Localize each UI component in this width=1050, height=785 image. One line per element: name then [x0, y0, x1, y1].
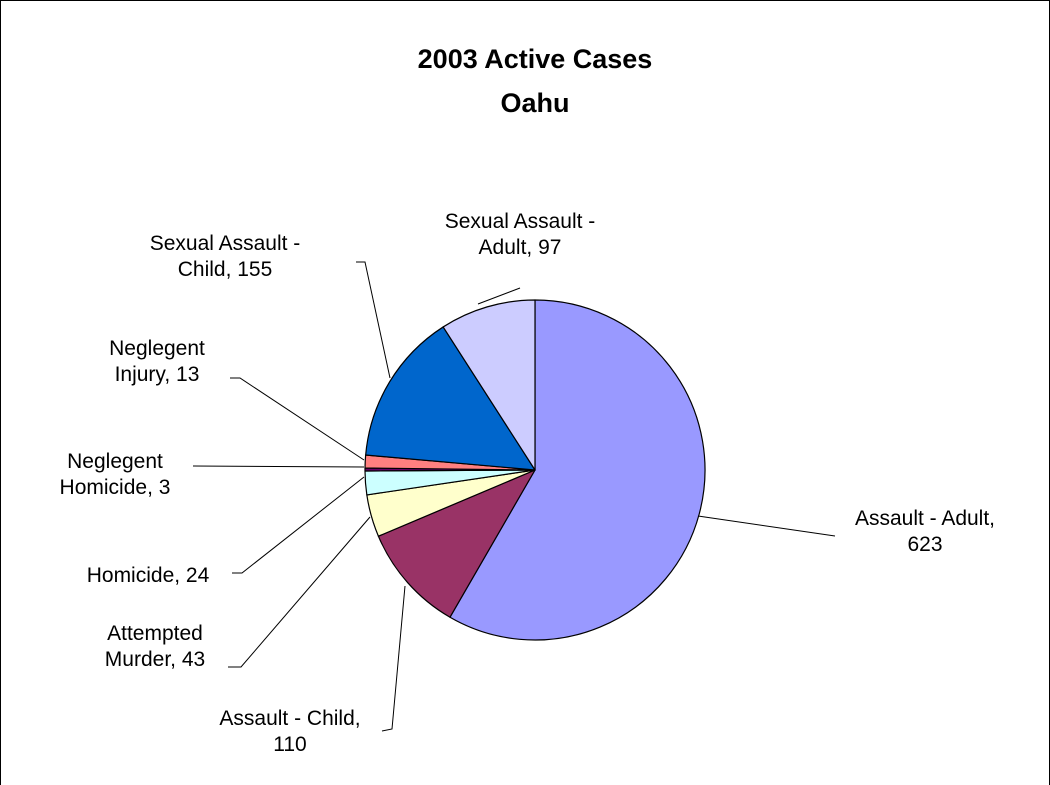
leader-lines	[192, 261, 836, 732]
slice-label-assault-adult: Assault - Adult, 623	[855, 507, 995, 556]
slice-label-line: Adult, 97	[479, 236, 562, 259]
slice-label-sexual-assault-child: Sexual Assault - Child, 155	[150, 232, 301, 281]
slice-label-attempted-murder: Attempted Murder, 43	[105, 622, 205, 671]
slice-label-neglegent-injury: Neglegent Injury, 13	[109, 337, 205, 386]
chart-title-line-2: Oahu	[500, 88, 569, 118]
leader-line-assault-child	[381, 585, 406, 732]
chart-title-line-1: 2003 Active Cases	[418, 44, 653, 74]
slice-label-homicide: Homicide, 24	[87, 564, 210, 587]
leader-line-neglegent-injury	[230, 377, 365, 461]
leader-line-sexual-assault-child	[356, 261, 391, 379]
slice-label-line: Neglegent	[109, 337, 205, 360]
leader-line-sexual-assault-adult	[477, 287, 521, 305]
leader-line-neglegent-homicide	[192, 465, 365, 468]
slice-label-neglegent-homicide: Neglegent Homicide, 3	[60, 450, 171, 499]
pie-slice-assault-child	[377, 469, 536, 618]
slice-label-line: Murder, 43	[105, 648, 205, 671]
slice-label-line: Neglegent	[67, 450, 163, 473]
slice-label-line: Injury, 13	[115, 363, 200, 386]
slice-label-line: Child, 155	[178, 258, 273, 281]
slice-label-line: Assault - Child,	[219, 707, 360, 730]
leader-line-attempted-murder	[228, 516, 371, 668]
slice-label-line: Homicide, 3	[60, 476, 171, 499]
pie-slice-sexual-assault-child	[365, 326, 536, 471]
slice-labels: Assault - Adult, 623 Assault - Child, 110 At…	[60, 210, 995, 756]
pie-slices	[364, 299, 706, 641]
slice-label-sexual-assault-adult: Sexual Assault - Adult, 97	[445, 210, 596, 259]
slice-label-line: Assault - Adult,	[855, 507, 995, 530]
slice-label-line: Attempted	[107, 622, 203, 645]
slice-label-line: Sexual Assault -	[150, 232, 301, 255]
pie-slice-assault-adult	[449, 299, 706, 641]
slice-label-line: Homicide, 24	[87, 564, 210, 587]
slice-label-line: 110	[273, 733, 306, 756]
slice-label-line: Sexual Assault -	[445, 210, 596, 233]
slice-label-line: 623	[907, 533, 942, 556]
leader-line-assault-adult	[697, 515, 836, 537]
leader-line-homicide	[232, 476, 365, 574]
slice-label-assault-child: Assault - Child, 110	[219, 707, 360, 756]
pie-slice-sexual-assault-adult	[442, 299, 536, 471]
